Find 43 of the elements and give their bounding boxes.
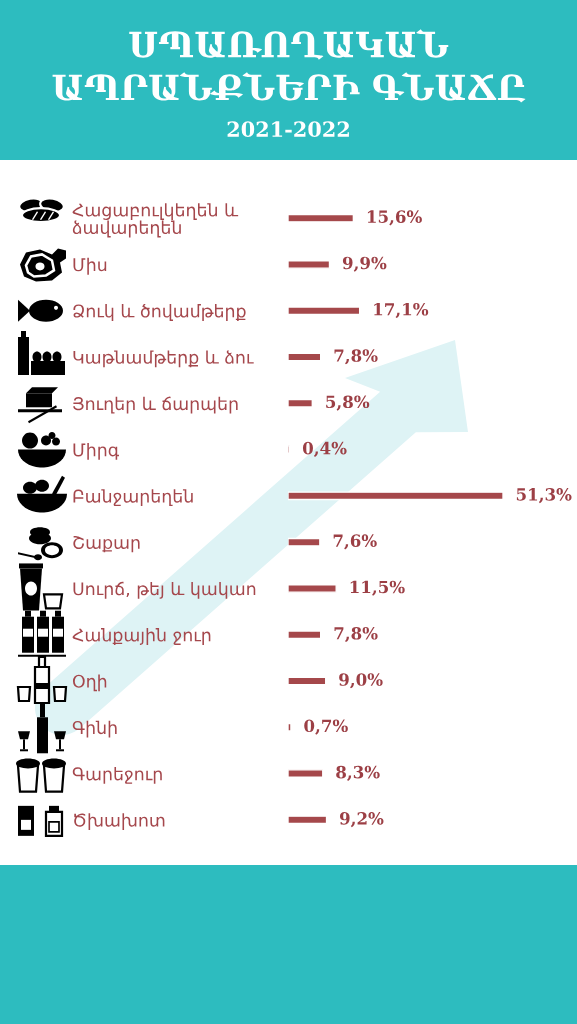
y-tick-label: Կաթնամթերք և ձու bbox=[73, 350, 254, 368]
y-tick-label: Հանքային ջուր bbox=[72, 628, 211, 645]
data-label: 15,6% bbox=[367, 210, 422, 226]
data-label: 51,3% bbox=[516, 488, 572, 504]
data-label: 7,8% bbox=[334, 626, 378, 643]
data-label: 7,8% bbox=[334, 349, 378, 365]
bar bbox=[288, 769, 324, 778]
data-label: 9,9% bbox=[342, 256, 387, 272]
y-tick-label: Օղի bbox=[72, 674, 107, 692]
bar bbox=[288, 213, 355, 223]
bar bbox=[288, 491, 504, 501]
bar bbox=[288, 676, 327, 686]
y-tick-label: Բանջարեղեն bbox=[73, 489, 193, 507]
data-label: 5,8% bbox=[326, 395, 370, 411]
y-tick-label: Ծխախոտ bbox=[74, 813, 165, 831]
y-tick-label: Յուղեր և ճարպեր bbox=[73, 396, 238, 414]
bar bbox=[288, 260, 331, 269]
y-tick-label: Միս bbox=[73, 257, 107, 275]
chart-title: ՍՊԱՌՈՂԱԿԱՆ ԱՊՐԱՆՔՆԵՐԻ ԳՆԱՃԸ bbox=[52, 29, 526, 103]
y-tick-label: Սուրճ, թեյ և կակաո bbox=[73, 581, 256, 599]
data-label: 0,4% bbox=[302, 441, 347, 457]
bar bbox=[288, 722, 292, 732]
chart-subtitle: 2021-2022 bbox=[227, 121, 349, 138]
y-tick-label: Ձուկ և ծովամթերք bbox=[73, 304, 246, 321]
y-tick-label: Հացաբուլկեղեն և ձավարեղեն bbox=[72, 203, 239, 238]
bar bbox=[288, 815, 328, 825]
data-label: 9,0% bbox=[339, 673, 383, 689]
bar bbox=[288, 584, 337, 593]
y-tick-label: Գինի bbox=[72, 720, 117, 738]
y-tick-label: Շաքար bbox=[73, 536, 140, 553]
data-label: 11,5% bbox=[350, 580, 405, 596]
data-label: 17,1% bbox=[374, 302, 429, 319]
data-label: 0,7% bbox=[304, 719, 348, 735]
bar bbox=[288, 306, 361, 316]
y-tick-label: Միրգ bbox=[73, 442, 119, 460]
bar bbox=[288, 352, 322, 362]
y-tick-label: Գարեջուր bbox=[72, 766, 162, 784]
bar bbox=[288, 537, 321, 547]
data-label: 8,3% bbox=[336, 765, 380, 781]
bar bbox=[288, 630, 322, 640]
bar bbox=[288, 398, 314, 408]
data-label: 9,2% bbox=[339, 812, 384, 828]
data-label: 7,6% bbox=[333, 534, 377, 550]
